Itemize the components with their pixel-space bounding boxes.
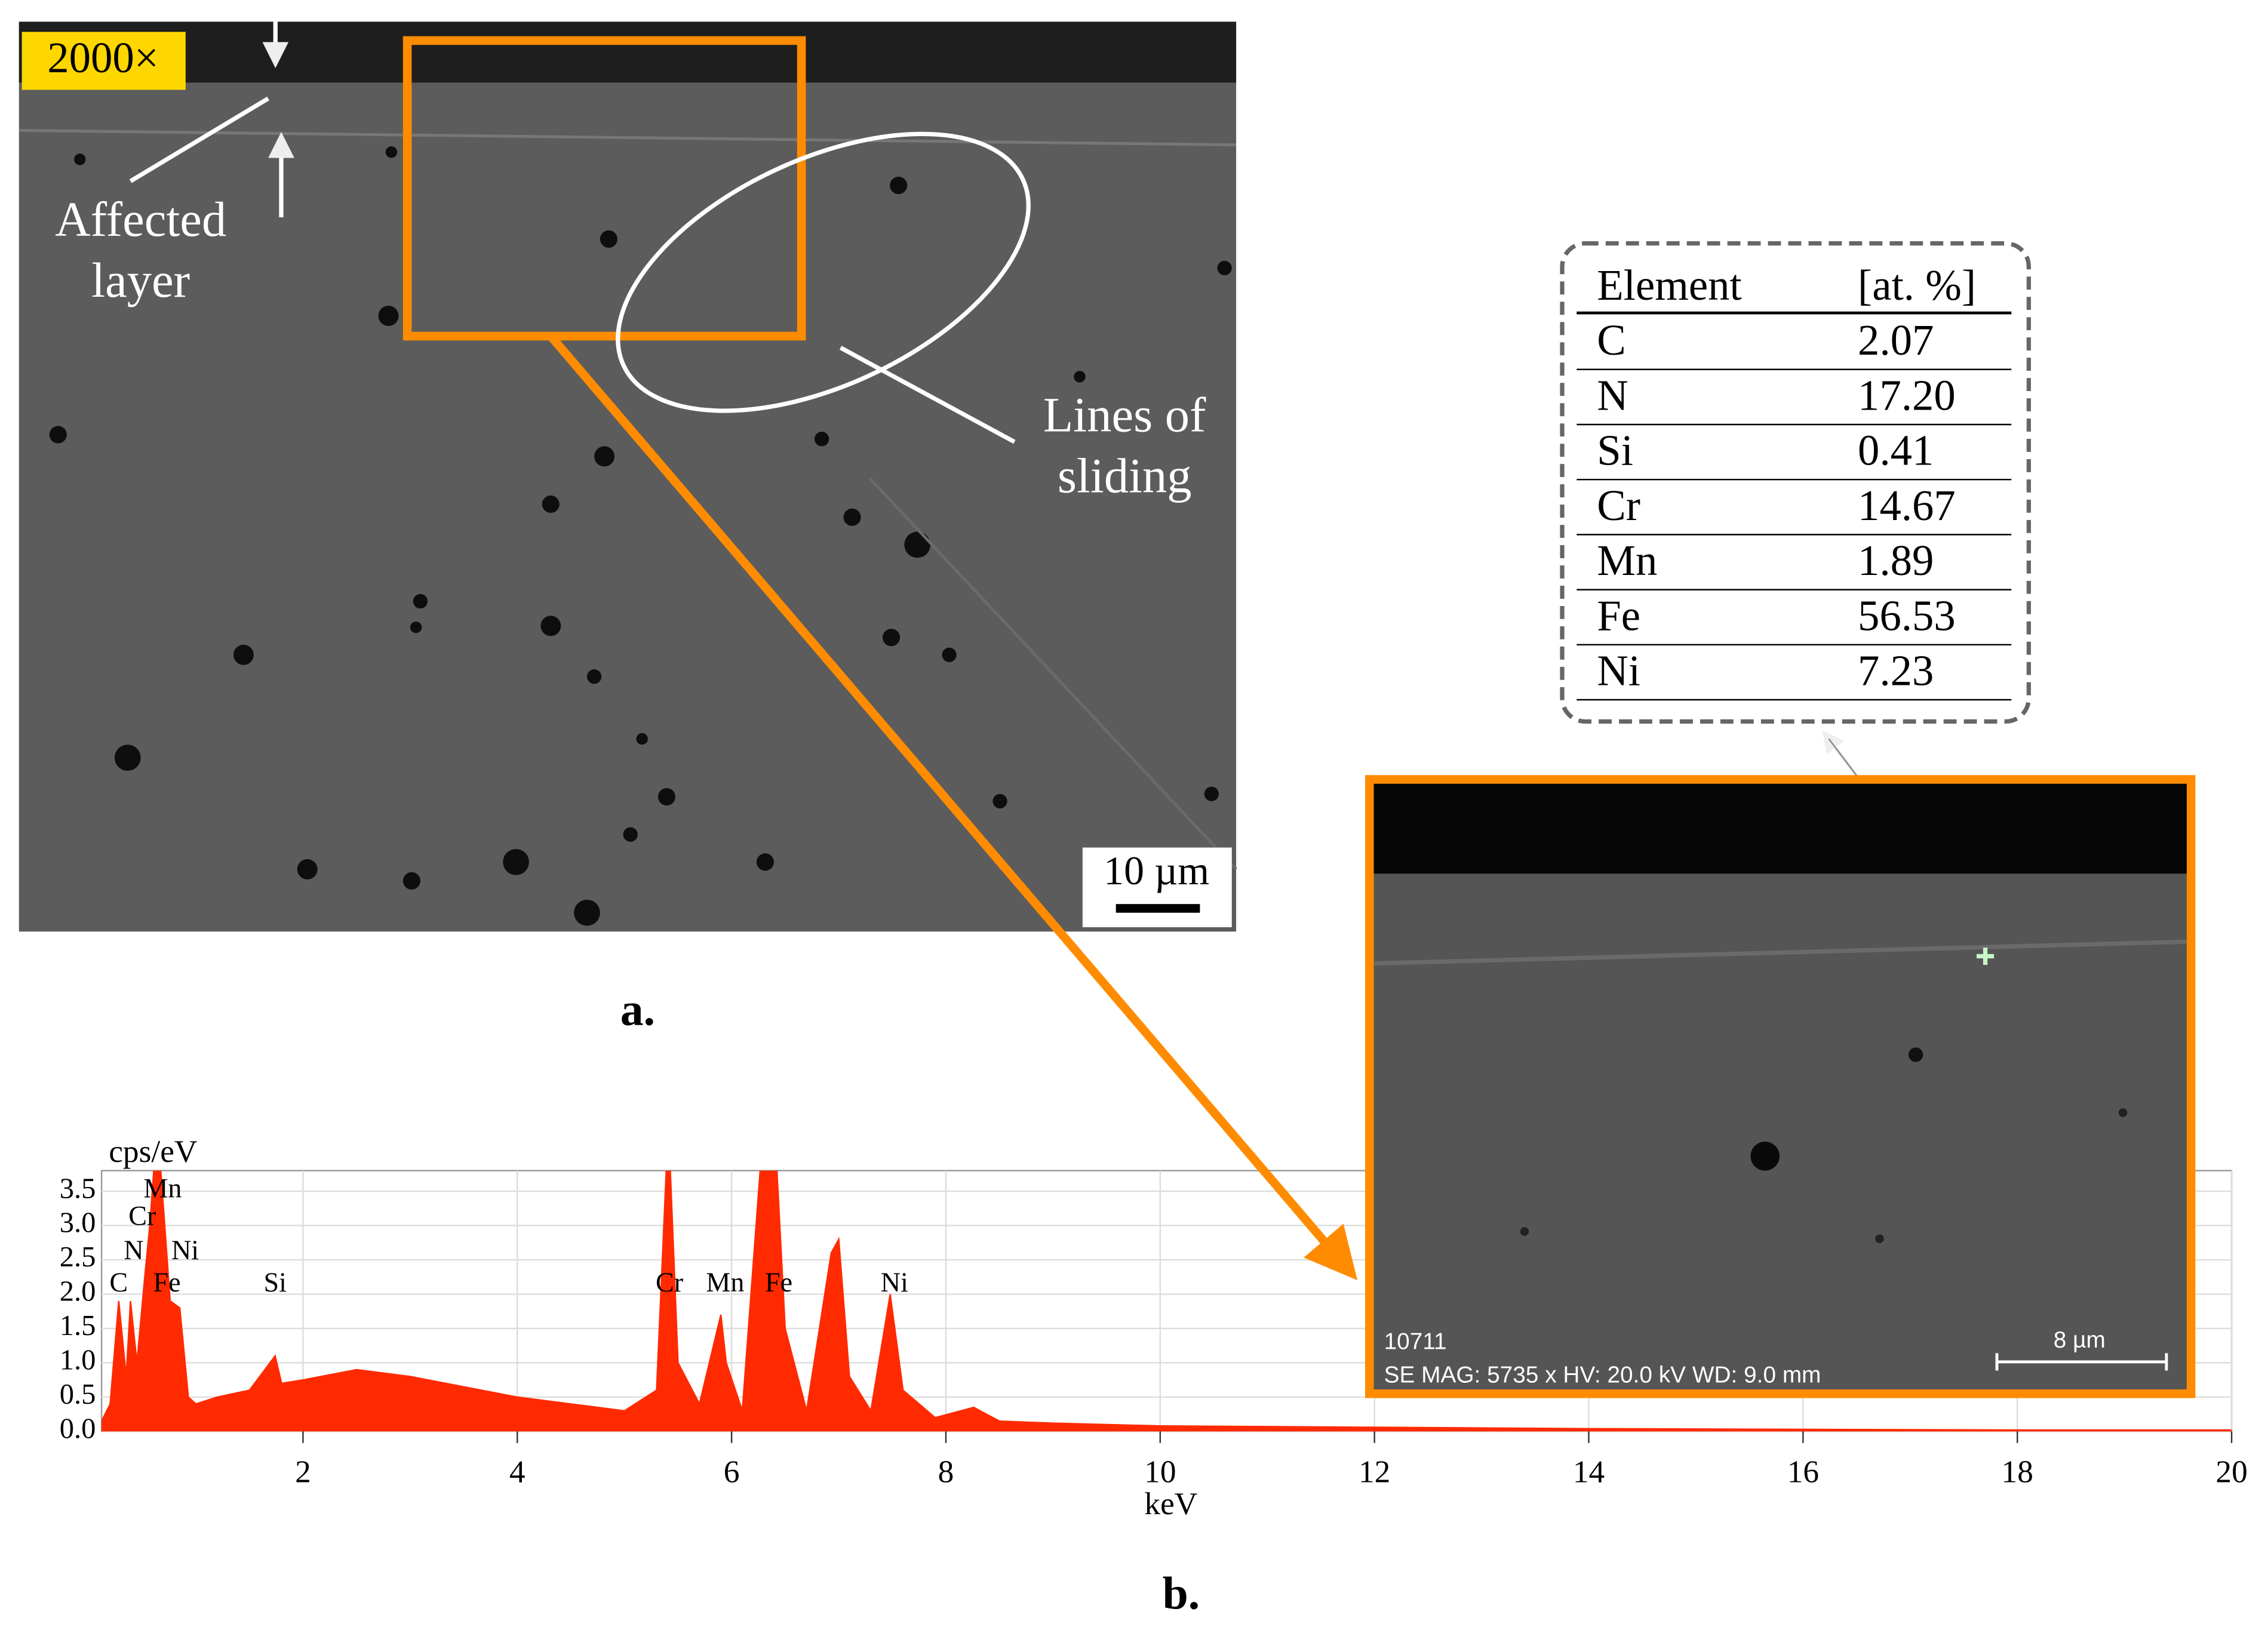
zoom-arrow <box>547 333 1358 1281</box>
y-axis-label: cps/eV <box>109 1133 197 1169</box>
table-cell: 2.07 <box>1858 316 1934 364</box>
table-cell: Ni <box>1597 646 1640 694</box>
x-tick-label: 10 <box>1144 1453 1176 1489</box>
inset-scale-bar <box>1995 1353 2168 1371</box>
spectrum <box>102 1170 2232 1432</box>
y-tick-label: 1.5 <box>60 1310 96 1342</box>
y-tick-label: 2.5 <box>60 1241 96 1273</box>
peak-label: Cr <box>128 1201 156 1231</box>
x-tick-label: 14 <box>1573 1453 1605 1489</box>
annotation: Affected <box>55 192 226 247</box>
scale-box <box>1082 847 1232 927</box>
annotation: sliding <box>1058 448 1192 503</box>
scale-label: 10 µm <box>1104 848 1209 893</box>
x-tick-label: 20 <box>2215 1453 2247 1489</box>
inset-image <box>1365 775 2196 1398</box>
table-cell: C <box>1597 316 1626 364</box>
peak-label: Mn <box>706 1267 744 1297</box>
peak-label: Ni <box>881 1267 908 1297</box>
scale-bar <box>1115 904 1200 913</box>
table-cell: 7.23 <box>1858 646 1934 694</box>
peak-label: Cr <box>656 1267 683 1297</box>
x-axis-label: keV <box>1144 1485 1197 1521</box>
inset-id: 10711 <box>1384 1329 1447 1355</box>
peak-label: Ni <box>171 1235 199 1265</box>
y-tick-label: 0.5 <box>60 1379 96 1410</box>
table-cell: Mn <box>1597 536 1657 585</box>
peak-label: N <box>124 1235 143 1265</box>
x-tick-label: 8 <box>938 1453 954 1489</box>
table-cell: 1.89 <box>1858 536 1934 585</box>
peak-label: Mn <box>143 1173 182 1204</box>
x-tick-label: 16 <box>1787 1453 1819 1489</box>
sem-image <box>19 21 1237 932</box>
table-header: Element <box>1597 261 1742 309</box>
table-box <box>1560 241 2032 724</box>
panel-label: a. <box>620 983 655 1035</box>
table-cell: 14.67 <box>1858 481 1956 530</box>
x-tick-label: 18 <box>2002 1453 2033 1489</box>
annotation: Lines of <box>1043 387 1206 442</box>
table: Element [at. %] C 2.07 N 17.20 Si 0.41 Cr 14.67 Mn… <box>1576 261 2012 701</box>
pointer <box>839 346 1016 444</box>
panel-label: b. <box>1163 1567 1200 1619</box>
table-cell: Si <box>1597 426 1633 475</box>
peak-label: Fe <box>765 1267 792 1297</box>
pointer <box>129 96 270 183</box>
peak-label: Fe <box>153 1267 180 1297</box>
ellipse <box>616 131 1031 413</box>
inset-scale: 8 µm <box>2054 1327 2106 1353</box>
y-tick-label: 0.0 <box>60 1413 96 1445</box>
peak-label: C <box>109 1267 128 1297</box>
y-tick-label: 3.5 <box>60 1173 96 1204</box>
table-cell: N <box>1597 371 1628 419</box>
x-tick-label: 4 <box>509 1453 525 1489</box>
x-tick-label: 12 <box>1359 1453 1390 1489</box>
table-cell: 17.20 <box>1858 371 1956 419</box>
table-cell: 0.41 <box>1858 426 1934 475</box>
table-header: [at. %] <box>1858 261 1976 309</box>
x-tick-label: 2 <box>295 1453 311 1489</box>
table-cell: Cr <box>1597 481 1640 530</box>
zoom-box <box>402 36 806 341</box>
y-tick-label: 2.0 <box>60 1276 96 1308</box>
y-tick-label: 1.0 <box>60 1345 96 1376</box>
annotation: layer <box>91 253 190 307</box>
table-cell: 56.53 <box>1858 591 1956 639</box>
y-tick-label: 3.0 <box>60 1207 96 1239</box>
inset-info: SE MAG: 5735 x HV: 20.0 kV WD: 9.0 mm <box>1384 1362 1821 1388</box>
x-tick-label: 6 <box>724 1453 740 1489</box>
magnification-box <box>21 32 186 90</box>
table-cell: Fe <box>1597 591 1640 639</box>
magnification: 2000× <box>47 33 159 82</box>
peak-label: Si <box>264 1267 287 1297</box>
